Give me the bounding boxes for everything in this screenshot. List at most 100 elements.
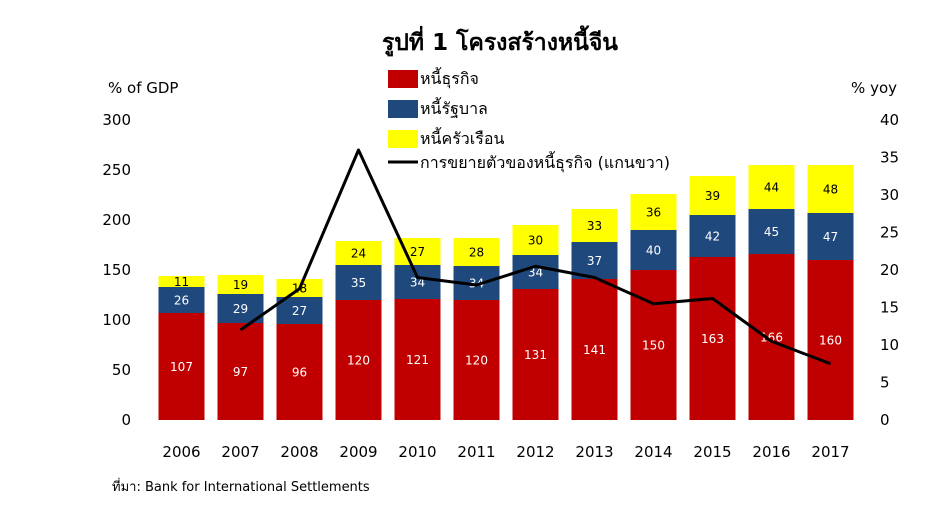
data-label-2009-series-2: 35 bbox=[351, 276, 366, 290]
data-label-2013-series-2: 37 bbox=[587, 254, 602, 268]
bar-labels: 1072611972919962718120352412134271203428… bbox=[170, 181, 842, 380]
bar-2013-series-2 bbox=[571, 242, 618, 279]
data-label-2014-series-3: 36 bbox=[646, 206, 661, 220]
bar-2006-series-2 bbox=[158, 287, 205, 313]
x-tick-label-2010: 2010 bbox=[398, 443, 436, 461]
data-label-2006-series-3: 11 bbox=[174, 275, 189, 289]
x-tick-label-2008: 2008 bbox=[280, 443, 318, 461]
bar-2017-series-1 bbox=[807, 260, 854, 420]
bar-2016-series-2 bbox=[748, 209, 795, 254]
bar-2007-series-3 bbox=[217, 275, 264, 294]
data-label-2015-series-1: 163 bbox=[701, 332, 724, 346]
data-label-2010-series-3: 27 bbox=[410, 245, 425, 259]
bar-2015-series-3 bbox=[689, 176, 736, 215]
source-note: ที่มา: Bank for International Settlement… bbox=[112, 480, 370, 495]
data-label-2008-series-1: 96 bbox=[292, 366, 307, 380]
y-axis-right: 0 5 10 15 20 25 30 35 40 bbox=[880, 111, 899, 429]
legend-swatch-series-3 bbox=[388, 130, 418, 148]
bar-2015-series-1 bbox=[689, 257, 736, 420]
y-right-tick-label-35: 35 bbox=[880, 149, 899, 167]
x-tick-label-2015: 2015 bbox=[693, 443, 731, 461]
y-right-tick-label-0: 0 bbox=[880, 411, 890, 429]
data-label-2013-series-3: 33 bbox=[587, 219, 602, 233]
bar-2009-series-3 bbox=[335, 241, 382, 265]
bar-2013-series-1 bbox=[571, 279, 618, 420]
x-tick-label-2012: 2012 bbox=[516, 443, 554, 461]
y-right-tick-label-40: 40 bbox=[880, 111, 899, 129]
bar-2010-series-2 bbox=[394, 265, 441, 299]
legend-label-series-1: หนี้ธุรกิจ bbox=[420, 67, 479, 89]
data-label-2012-series-1: 131 bbox=[524, 348, 547, 362]
data-label-2016-series-3: 44 bbox=[764, 181, 779, 195]
data-label-2017-series-1: 160 bbox=[819, 334, 842, 348]
data-label-2009-series-1: 120 bbox=[347, 354, 370, 368]
y-right-tick-label-20: 20 bbox=[880, 261, 899, 279]
bar-2011-series-1 bbox=[453, 300, 500, 420]
data-label-2011-series-3: 28 bbox=[469, 246, 484, 260]
growth-line-layer bbox=[239, 148, 832, 366]
bar-2006-series-1 bbox=[158, 313, 205, 420]
data-label-2015-series-3: 39 bbox=[705, 189, 720, 203]
x-tick-label-2011: 2011 bbox=[457, 443, 495, 461]
data-label-2014-series-2: 40 bbox=[646, 244, 661, 258]
y-left-tick-label-200: 200 bbox=[102, 211, 131, 229]
bar-2017-series-2 bbox=[807, 213, 854, 260]
y-axis-left: 0 50 100 150 200 250 300 bbox=[102, 111, 131, 429]
data-label-2017-series-2: 47 bbox=[823, 230, 838, 244]
data-label-2013-series-1: 141 bbox=[583, 343, 606, 357]
bar-2016-series-1 bbox=[748, 254, 795, 420]
legend-label-series-2: หนี้รัฐบาล bbox=[420, 97, 488, 118]
bar-2009-series-1 bbox=[335, 300, 382, 420]
y-left-tick-label-150: 150 bbox=[102, 261, 131, 279]
legend-swatch-series-1 bbox=[388, 70, 418, 88]
chart-title: รูปที่ 1 โครงสร้างหนี้จีน bbox=[382, 25, 618, 57]
bar-2009-series-2 bbox=[335, 265, 382, 300]
legend-label-series-3: หนี้ครัวเรือน bbox=[420, 127, 504, 148]
x-tick-label-2013: 2013 bbox=[575, 443, 613, 461]
bar-2013-series-3 bbox=[571, 209, 618, 242]
data-label-2012-series-3: 30 bbox=[528, 234, 543, 248]
bar-2014-series-2 bbox=[630, 230, 677, 270]
data-label-2014-series-1: 150 bbox=[642, 339, 665, 353]
x-tick-label-2007: 2007 bbox=[221, 443, 259, 461]
data-label-2007-series-1: 97 bbox=[233, 365, 248, 379]
y-left-tick-label-100: 100 bbox=[102, 311, 131, 329]
y-left-tick-label-50: 50 bbox=[112, 361, 131, 379]
x-tick-label-2009: 2009 bbox=[339, 443, 377, 461]
data-label-2008-series-2: 27 bbox=[292, 304, 307, 318]
bar-2016-series-3 bbox=[748, 165, 795, 209]
bar-2014-series-1 bbox=[630, 270, 677, 420]
data-label-2009-series-3: 24 bbox=[351, 247, 366, 261]
x-axis: 2006 2007 2008 2009 2010 2011 2012 2013 2014 2015… bbox=[162, 443, 849, 461]
y-axis-right-label: % yoy bbox=[851, 79, 897, 97]
data-label-2015-series-2: 42 bbox=[705, 230, 720, 244]
x-tick-label-2017: 2017 bbox=[811, 443, 849, 461]
bar-2012-series-1 bbox=[512, 289, 559, 420]
data-label-2016-series-2: 45 bbox=[764, 225, 779, 239]
bar-2015-series-2 bbox=[689, 215, 736, 257]
bar-2008-series-2 bbox=[276, 297, 323, 324]
legend-label-line: การขยายตัวของหนี้ธุรกิจ (แกนขวา) bbox=[420, 151, 670, 173]
y-right-tick-label-5: 5 bbox=[880, 374, 890, 392]
x-tick-label-2016: 2016 bbox=[752, 443, 790, 461]
bars bbox=[158, 165, 854, 420]
y-left-tick-label-250: 250 bbox=[102, 161, 131, 179]
bar-2007-series-1 bbox=[217, 323, 264, 420]
y-right-tick-label-25: 25 bbox=[880, 224, 899, 242]
y-axis-left-label: % of GDP bbox=[108, 79, 178, 97]
y-left-tick-label-300: 300 bbox=[102, 111, 131, 129]
bar-2008-series-1 bbox=[276, 324, 323, 420]
data-label-2006-series-1: 107 bbox=[170, 360, 193, 374]
data-label-2006-series-2: 26 bbox=[174, 294, 189, 308]
y-left-tick-label-0: 0 bbox=[121, 411, 131, 429]
y-right-tick-label-30: 30 bbox=[880, 186, 899, 204]
bar-2010-series-1 bbox=[394, 299, 441, 420]
x-tick-label-2006: 2006 bbox=[162, 443, 200, 461]
legend: หนี้ธุรกิจหนี้รัฐบาลหนี้ครัวเรือนการขยาย… bbox=[388, 67, 670, 173]
bar-2006-series-3 bbox=[158, 276, 205, 287]
data-label-2016-series-1: 166 bbox=[760, 331, 783, 345]
data-label-2017-series-3: 48 bbox=[823, 183, 838, 197]
data-label-2007-series-3: 19 bbox=[233, 278, 248, 292]
bar-2014-series-3 bbox=[630, 194, 677, 230]
